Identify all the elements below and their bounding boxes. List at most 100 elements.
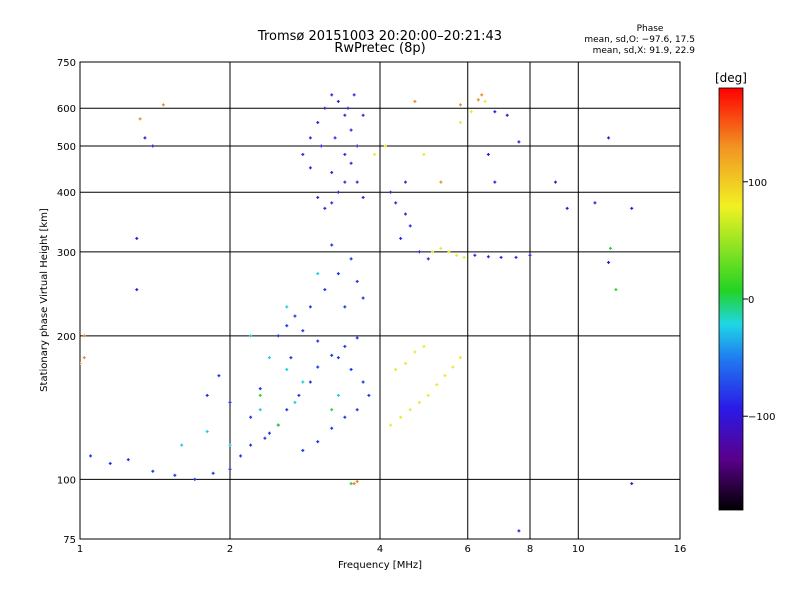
data-point [355, 279, 359, 283]
data-point [330, 243, 334, 247]
y-axis-ticks: 75 100 200 300 400 500 600 750 [57, 58, 76, 546]
data-point [483, 99, 487, 103]
phase-label: Phase [637, 24, 664, 34]
data-point [480, 93, 484, 97]
data-point [316, 339, 320, 343]
data-point [413, 350, 417, 354]
colorbar-tick-label: 0 [748, 295, 754, 306]
data-point [403, 180, 407, 184]
data-point [607, 136, 611, 140]
data-point [486, 255, 490, 259]
data-point [361, 296, 365, 300]
data-point [431, 250, 435, 254]
data-point [473, 253, 477, 257]
data-point [517, 529, 521, 533]
y-tick-label: 100 [57, 475, 76, 486]
data-point [336, 393, 340, 397]
data-point [422, 344, 426, 348]
colorbar-unit: [deg] [715, 71, 747, 85]
data-point [151, 469, 155, 473]
y-tick-label: 400 [57, 188, 76, 199]
data-point [394, 367, 398, 371]
data-point [451, 365, 455, 369]
y-tick-label: 500 [57, 142, 76, 153]
data-point [263, 436, 267, 440]
data-point [607, 260, 611, 264]
data-point [373, 152, 377, 156]
data-point [323, 206, 327, 210]
x-tick-label: 1 [77, 544, 83, 555]
data-point [630, 482, 634, 486]
data-point [308, 305, 312, 309]
data-point [349, 482, 353, 486]
data-point [435, 383, 439, 387]
data-point [343, 344, 347, 348]
data-point [151, 144, 155, 148]
x-axis-label: Frequency [MHz] [338, 560, 422, 571]
data-point [301, 448, 305, 452]
data-point [343, 415, 347, 419]
data-point [180, 443, 184, 447]
data-point [565, 206, 569, 210]
data-point [301, 380, 305, 384]
y-tick-label: 600 [57, 104, 76, 115]
data-point [383, 144, 387, 148]
data-point [458, 103, 462, 107]
data-point [258, 408, 262, 412]
data-point [355, 180, 359, 184]
data-point [316, 440, 320, 444]
y-tick-label: 75 [63, 535, 76, 546]
data-point [336, 99, 340, 103]
data-point [267, 356, 271, 360]
data-point [193, 477, 197, 481]
colorbar-tick-label: 100 [748, 178, 767, 189]
data-point [593, 201, 597, 205]
data-point [228, 400, 232, 404]
data-point [355, 479, 359, 483]
data-point [486, 152, 490, 156]
x-tick-label: 8 [527, 544, 533, 555]
y-tick-label: 300 [57, 248, 76, 259]
data-point [349, 128, 353, 132]
data-point [499, 255, 503, 259]
chart-subtitle: RwPretec (8p) [334, 41, 425, 56]
data-point [355, 144, 359, 148]
x-axis-ticks: 1 2 4 6 8 10 16 [77, 544, 687, 555]
data-point [293, 314, 297, 318]
data-point [330, 201, 334, 205]
data-point [293, 400, 297, 404]
data-point [267, 431, 271, 435]
data-point [316, 365, 320, 369]
data-point [285, 408, 289, 412]
chart-title: Tromsø 20151003 20:20:00–20:21:43 [257, 29, 502, 44]
data-point [323, 288, 327, 292]
data-point [352, 482, 356, 486]
data-point [517, 140, 521, 144]
data-point [462, 255, 466, 259]
phase-stats-x: mean, sd,X: 91.9, 22.9 [593, 46, 696, 56]
data-point [336, 356, 340, 360]
data-point [205, 393, 209, 397]
data-point [422, 152, 426, 156]
data-point [173, 473, 177, 477]
phase-stats-o: mean, sd,O: −97.6, 17.5 [584, 35, 695, 45]
data-point [399, 236, 403, 240]
data-point [330, 426, 334, 430]
data-point [443, 374, 447, 378]
data-point [417, 400, 421, 404]
colorbar [718, 87, 744, 511]
data-point [316, 195, 320, 199]
data-point [316, 121, 320, 125]
data-point [343, 152, 347, 156]
data-point [630, 206, 634, 210]
data-point [217, 374, 221, 378]
data-point [389, 423, 393, 427]
data-point [82, 334, 86, 338]
data-point [408, 224, 412, 228]
data-point [361, 113, 365, 117]
data-point [135, 236, 139, 240]
data-point [135, 288, 139, 292]
y-tick-label: 200 [57, 332, 76, 343]
data-point [161, 103, 165, 107]
